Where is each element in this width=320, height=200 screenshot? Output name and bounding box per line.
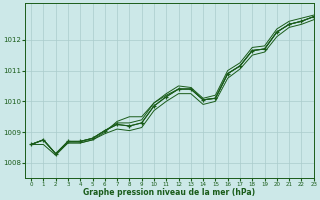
X-axis label: Graphe pression niveau de la mer (hPa): Graphe pression niveau de la mer (hPa): [83, 188, 255, 197]
